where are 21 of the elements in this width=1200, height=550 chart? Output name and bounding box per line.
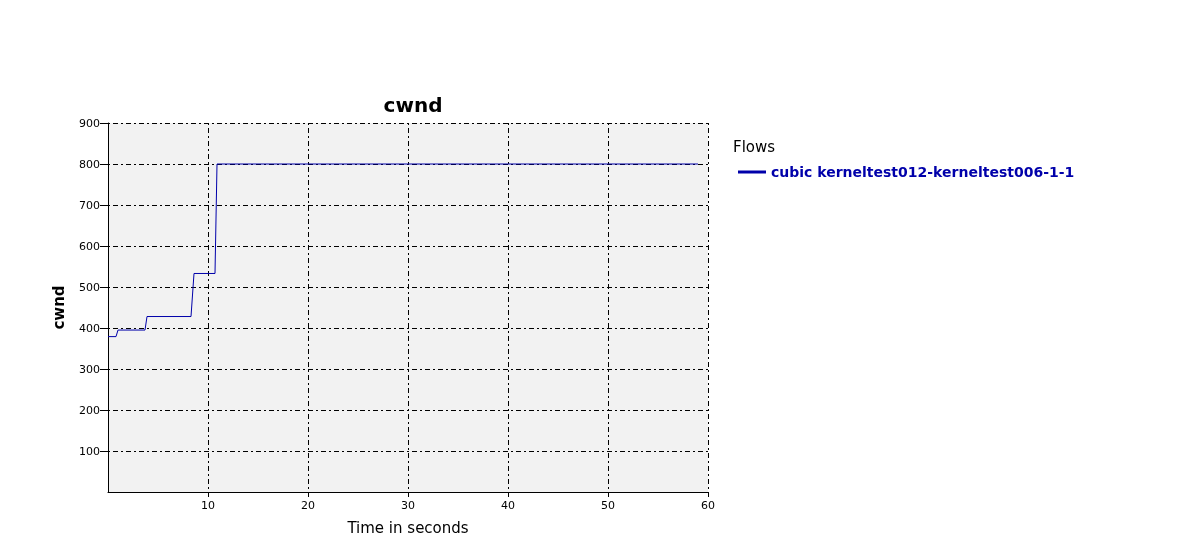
x-tick-label: 60 xyxy=(701,499,715,512)
y-tick-label: 400 xyxy=(79,321,100,335)
y-tick-label: 700 xyxy=(79,198,100,212)
x-axis-title: Time in seconds xyxy=(346,518,469,537)
y-tick-label: 500 xyxy=(79,280,100,294)
chart-title: cwnd xyxy=(383,93,443,117)
x-tick-label: 20 xyxy=(301,499,315,512)
y-tick-label: 800 xyxy=(79,157,100,171)
x-tick-label: 50 xyxy=(601,499,615,512)
y-tick-label: 300 xyxy=(79,362,100,376)
y-tick-label: 600 xyxy=(79,239,100,253)
y-axis-title: cwnd xyxy=(49,285,68,330)
legend-label: cubic kerneltest012-kerneltest006-1-1 xyxy=(771,164,1075,180)
y-tick-label: 900 xyxy=(79,116,100,130)
x-tick-label: 10 xyxy=(201,499,215,512)
y-tick-label: 200 xyxy=(79,403,100,417)
y-tick-label: 100 xyxy=(79,444,100,458)
legend-title: Flows xyxy=(733,137,776,156)
x-tick-label: 30 xyxy=(401,499,415,512)
x-tick-label: 40 xyxy=(501,499,515,512)
line-series xyxy=(107,163,699,338)
